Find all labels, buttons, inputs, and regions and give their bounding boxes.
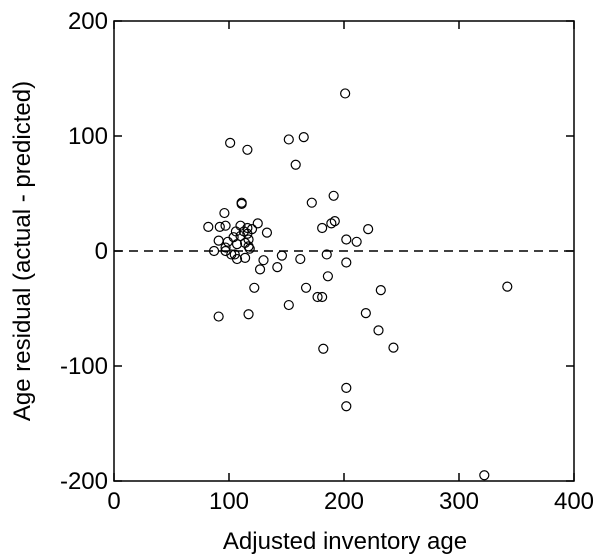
- x-tick-label: 100: [209, 488, 249, 515]
- data-point: [203, 221, 214, 232]
- data-point: [318, 343, 329, 354]
- y-tick-label: 100: [68, 123, 108, 150]
- data-point: [213, 235, 224, 246]
- data-point: [306, 197, 317, 208]
- data-point: [246, 224, 258, 235]
- data-point: [341, 382, 352, 393]
- data-point: [479, 470, 490, 481]
- data-point: [300, 282, 312, 293]
- data-point: [231, 253, 243, 265]
- data-point: [295, 253, 306, 265]
- data-point: [213, 311, 224, 322]
- axis-ticks: 0 100 200 300 400 -200 -100 0 100 200: [60, 8, 594, 515]
- data-point: [341, 401, 352, 412]
- data-point: [360, 308, 371, 319]
- x-tick-label: 400: [554, 488, 594, 515]
- y-tick-label: 0: [95, 238, 108, 265]
- data-point: [220, 245, 231, 257]
- x-tick-label: 200: [324, 488, 364, 515]
- data-point: [208, 245, 220, 257]
- data-point: [214, 221, 225, 232]
- data-point: [322, 271, 333, 282]
- data-point: [317, 222, 328, 234]
- data-point: [290, 159, 301, 170]
- data-point: [283, 134, 294, 145]
- data-point: [312, 291, 323, 303]
- data-point: [235, 220, 246, 231]
- x-axis-label: Adjusted inventory age: [223, 528, 467, 555]
- data-point: [244, 243, 255, 254]
- y-axis-label: Age residual (actual - predicted): [9, 81, 36, 421]
- data-point: [363, 224, 374, 235]
- data-point: [341, 234, 352, 245]
- data-point: [222, 236, 233, 247]
- data-point: [243, 309, 254, 320]
- y-tick-label: 200: [68, 8, 108, 35]
- data-point: [243, 241, 254, 252]
- x-tick-label: 300: [439, 488, 479, 515]
- data-point: [341, 257, 352, 268]
- data-point: [242, 144, 253, 155]
- data-point: [388, 342, 399, 353]
- data-point: [276, 250, 287, 261]
- data-point: [502, 281, 513, 292]
- y-tick-label: -100: [60, 353, 108, 380]
- data-point: [328, 190, 339, 201]
- data-point: [375, 285, 386, 296]
- data-point: [272, 262, 283, 273]
- data-point: [252, 218, 263, 229]
- y-tick-label: -200: [60, 468, 108, 495]
- data-point: [283, 299, 294, 311]
- data-points: [203, 88, 513, 481]
- data-point: [225, 137, 236, 148]
- plot-area: [113, 20, 575, 482]
- data-point: [220, 242, 231, 253]
- data-point: [261, 227, 273, 238]
- data-point: [219, 207, 230, 219]
- data-point: [240, 252, 251, 263]
- data-point: [242, 222, 253, 234]
- data-point: [321, 249, 332, 260]
- data-point: [258, 255, 269, 266]
- data-point: [249, 282, 260, 293]
- x-tick-label: 0: [107, 488, 120, 515]
- data-point: [351, 236, 362, 247]
- data-point: [298, 132, 309, 143]
- data-point: [373, 325, 384, 336]
- data-point: [329, 216, 340, 227]
- data-point: [254, 264, 266, 275]
- data-point: [340, 88, 351, 99]
- data-point: [220, 220, 231, 231]
- data-point: [236, 198, 247, 209]
- data-point: [317, 291, 328, 303]
